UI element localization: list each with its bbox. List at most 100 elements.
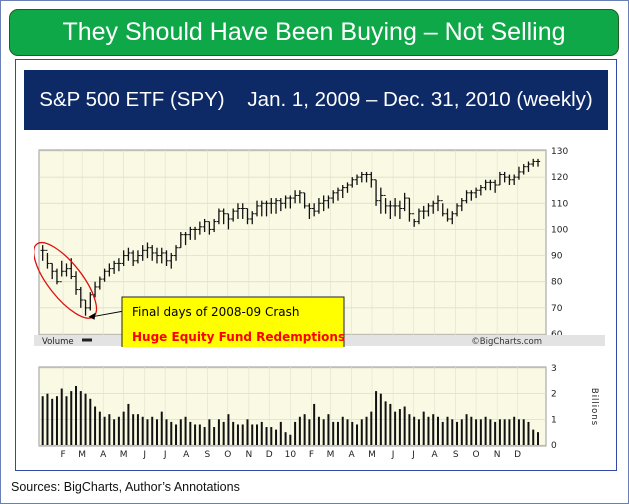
- volume-bar: [479, 419, 482, 445]
- volume-bar: [522, 419, 525, 445]
- x-tick-label: S: [204, 450, 210, 460]
- annotation-box: Final days of 2008-09 Crash Huge Equity F…: [121, 296, 345, 347]
- volume-bar: [389, 403, 392, 445]
- volume-bar: [527, 421, 530, 445]
- ohlc-bar: [78, 286, 83, 308]
- x-tick-label: J: [142, 450, 146, 460]
- volume-bar: [332, 421, 335, 445]
- ohlc-bar: [354, 174, 360, 185]
- volume-bar: [379, 393, 382, 445]
- volume-bar: [308, 419, 311, 445]
- volume-bar: [122, 411, 125, 445]
- volume-bar: [375, 391, 378, 445]
- ohlc-bar: [531, 158, 536, 167]
- volume-bar: [194, 424, 197, 445]
- volume-bar: [460, 419, 463, 445]
- volume-axis-title: Billions: [589, 388, 599, 426]
- volume-bar: [484, 416, 487, 445]
- volume-bar: [360, 419, 363, 445]
- ohlc-bar: [492, 179, 498, 193]
- volume-bar: [284, 432, 287, 445]
- price-tick-label: 100: [551, 225, 568, 235]
- volume-tick-label: 0: [551, 441, 557, 451]
- volume-bar: [246, 419, 249, 445]
- volume-bar: [198, 424, 201, 445]
- ohlc-bar: [245, 208, 250, 225]
- ohlc-bar: [421, 205, 426, 219]
- ohlc-bar: [416, 208, 422, 225]
- volume-bar: [227, 414, 230, 445]
- ohlc-bar: [278, 198, 284, 212]
- ohlc-bar: [121, 250, 126, 267]
- volume-bar: [41, 396, 44, 445]
- volume-bar: [127, 403, 130, 445]
- ohlc-bar: [392, 198, 398, 217]
- volume-bar: [356, 424, 359, 445]
- annotation-arrowhead: [88, 312, 96, 320]
- ohlc-bar: [73, 271, 79, 295]
- ohlc-bar: [426, 203, 431, 217]
- volume-bar: [117, 416, 120, 445]
- annotation-arrow: [92, 310, 125, 318]
- volume-bar: [70, 391, 73, 445]
- volume-bar: [203, 427, 206, 445]
- volume-bar: [503, 419, 506, 445]
- x-tick-label: J: [411, 450, 415, 460]
- ohlc-bar: [135, 250, 141, 264]
- volume-bar: [336, 421, 339, 445]
- volume-bar: [222, 421, 225, 445]
- volume-bar: [517, 419, 520, 445]
- ohlc-bar: [483, 179, 488, 191]
- x-tick-label: A: [100, 450, 107, 460]
- ohlc-bar: [178, 232, 183, 249]
- volume-bar: [94, 406, 97, 445]
- ohlc-bar: [497, 171, 503, 186]
- volume-bar: [179, 419, 182, 445]
- ohlc-bar: [335, 187, 341, 201]
- volume-tick-label: 1: [551, 415, 557, 425]
- ohlc-bar: [292, 190, 298, 204]
- chart-date-range: Jan. 1, 2009 – Dec. 31, 2010 (weekly): [247, 88, 593, 111]
- volume-bar: [508, 419, 511, 445]
- volume-bar: [256, 424, 259, 445]
- volume-bar: [213, 427, 216, 445]
- volume-bar: [432, 414, 435, 445]
- ohlc-bar: [116, 258, 122, 272]
- ohlc-bar: [164, 250, 169, 267]
- volume-bar: [451, 419, 454, 445]
- ohlc-bar: [521, 164, 526, 175]
- volume-bar: [175, 424, 178, 445]
- x-tick-label: N: [494, 450, 501, 460]
- ohlc-bar: [454, 203, 460, 217]
- price-tick-label: 80: [551, 278, 563, 288]
- x-tick-label: J: [163, 450, 167, 460]
- price-tick-label: 110: [551, 199, 568, 209]
- volume-bar: [456, 421, 459, 445]
- volume-bar: [489, 419, 492, 445]
- volume-legend-swatch: [82, 338, 92, 342]
- ohlc-bar: [192, 226, 198, 240]
- volume-bar: [289, 434, 292, 445]
- ohlc-bar: [369, 171, 374, 188]
- x-tick-label: 10: [285, 450, 297, 460]
- volume-bar: [98, 411, 101, 445]
- ohlc-bar: [226, 213, 231, 230]
- ohlc-bar: [64, 263, 69, 277]
- volume-bar: [298, 416, 301, 445]
- ohlc-bar: [216, 208, 222, 225]
- ohlc-bar: [207, 221, 212, 235]
- ohlc-bar: [473, 187, 479, 199]
- ohlc-bar: [235, 203, 241, 219]
- volume-bar: [494, 421, 497, 445]
- ohlc-bar: [502, 171, 507, 183]
- price-tick-label: 130: [551, 147, 568, 157]
- ohlc-bar: [478, 184, 484, 196]
- ohlc-bar: [230, 208, 236, 222]
- volume-bar: [160, 411, 163, 445]
- volume-bar: [327, 414, 330, 445]
- volume-bar: [189, 421, 192, 445]
- volume-bar: [241, 424, 244, 445]
- ohlc-bar: [273, 198, 279, 214]
- ohlc-bar: [111, 260, 117, 274]
- volume-bar: [413, 416, 416, 445]
